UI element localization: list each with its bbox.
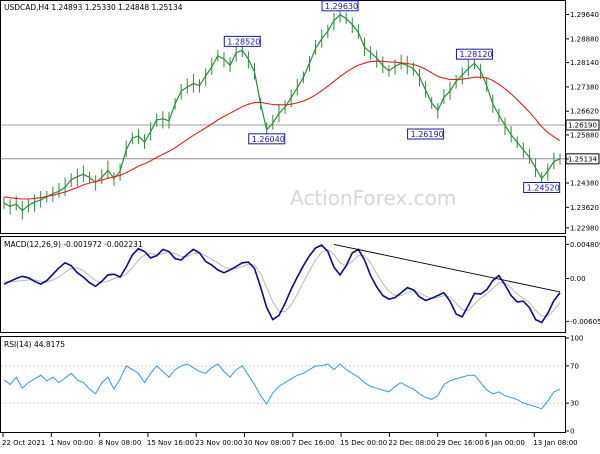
price-callout-label: 1.26190 — [411, 130, 444, 139]
macd-trend-line — [333, 243, 561, 293]
price-callout-box — [455, 48, 493, 60]
rsi-y-tick-label: 0 — [570, 428, 574, 436]
price-callout-box — [523, 182, 561, 194]
price-y-tick-label: 1.25880 — [570, 131, 599, 139]
price-y-tick-label: 1.26620 — [570, 108, 599, 116]
rsi-y-tick-label: 100 — [570, 335, 583, 343]
macd-panel-frame — [0, 236, 566, 333]
axes: 1.26190 1.25134 1.22980 1.23620 1.24380 1.258… — [2, 11, 600, 447]
price-y-tick-label: 1.24380 — [570, 179, 599, 187]
price-callout-box — [321, 0, 359, 12]
x-tick-label: 22 Dec 08:00 — [388, 439, 435, 447]
x-tick-label: 6 Jan 00:00 — [485, 439, 525, 447]
price-y-tick-label: 1.28140 — [570, 59, 599, 67]
reference-line-tag — [565, 119, 600, 131]
x-tick-label: 1 Nov 00:00 — [50, 439, 93, 447]
price-y-tick-label: 1.28880 — [570, 35, 599, 43]
rsi-y-tick-label: 70 — [570, 362, 579, 370]
watermark: ActionForex.com — [290, 186, 456, 210]
price-panel-frame — [0, 0, 566, 234]
moving-average-line — [3, 60, 561, 200]
x-tick-label: 8 Nov 08:00 — [99, 439, 142, 447]
x-tick-label: 29 Dec 16:00 — [437, 439, 484, 447]
macd-plot — [3, 243, 561, 324]
price-callout-label: 1.29630 — [325, 2, 358, 11]
x-tick-label: 15 Nov 16:00 — [147, 439, 194, 447]
price-callout-label: 1.28520 — [227, 37, 260, 46]
price-callout-box — [223, 35, 261, 47]
macd-signal-line — [3, 248, 561, 317]
price-callout-label: 1.24520 — [527, 184, 560, 193]
price-y-tick-label: 1.27380 — [570, 83, 599, 91]
price-callout-box — [407, 128, 445, 140]
rsi-plot — [1, 363, 565, 410]
rsi-line — [3, 363, 561, 410]
macd-y-tick-label: 0.004809 — [570, 241, 600, 249]
x-tick-label: 22 Oct 2021 — [2, 439, 45, 447]
rsi-y-tick-label: 30 — [570, 400, 579, 408]
macd-line — [3, 244, 561, 324]
macd-y-tick-label: 0.00 — [570, 275, 586, 283]
price-callout-box — [248, 133, 286, 145]
x-tick-label: 15 Dec 00:00 — [340, 439, 387, 447]
macd-panel-title: MACD(12,26,9) -0.001972 -0.002231 — [4, 240, 143, 249]
x-tick-label: 23 Nov 00:00 — [195, 439, 242, 447]
price-y-tick-label: 1.23620 — [570, 204, 599, 212]
x-tick-label: 13 Jan 08:00 — [533, 439, 577, 447]
x-tick-label: 30 Nov 08:00 — [244, 439, 291, 447]
price-plot: 1.28520 1.26040 1.29630 1.26190 1.28120 1.245… — [1, 0, 565, 220]
macd-y-tick-label: -0.00605 — [570, 318, 600, 326]
reference-line-label: 1.25134 — [568, 155, 597, 163]
price-y-tick-label: 1.29640 — [570, 11, 599, 19]
price-panel-title: USDCAD,H4 1.24893 1.25330 1.24848 1.2513… — [4, 3, 183, 12]
rsi-panel-title: RSI(14) 44.8175 — [4, 340, 65, 349]
price-callout-label: 1.26040 — [252, 135, 285, 144]
x-tick-label: 7 Dec 16:00 — [292, 439, 335, 447]
rsi-panel-frame — [0, 336, 566, 433]
price-callout-label: 1.28120 — [459, 50, 492, 59]
price-y-tick-label: 1.22980 — [570, 224, 599, 232]
reference-line-label: 1.26190 — [568, 122, 597, 130]
